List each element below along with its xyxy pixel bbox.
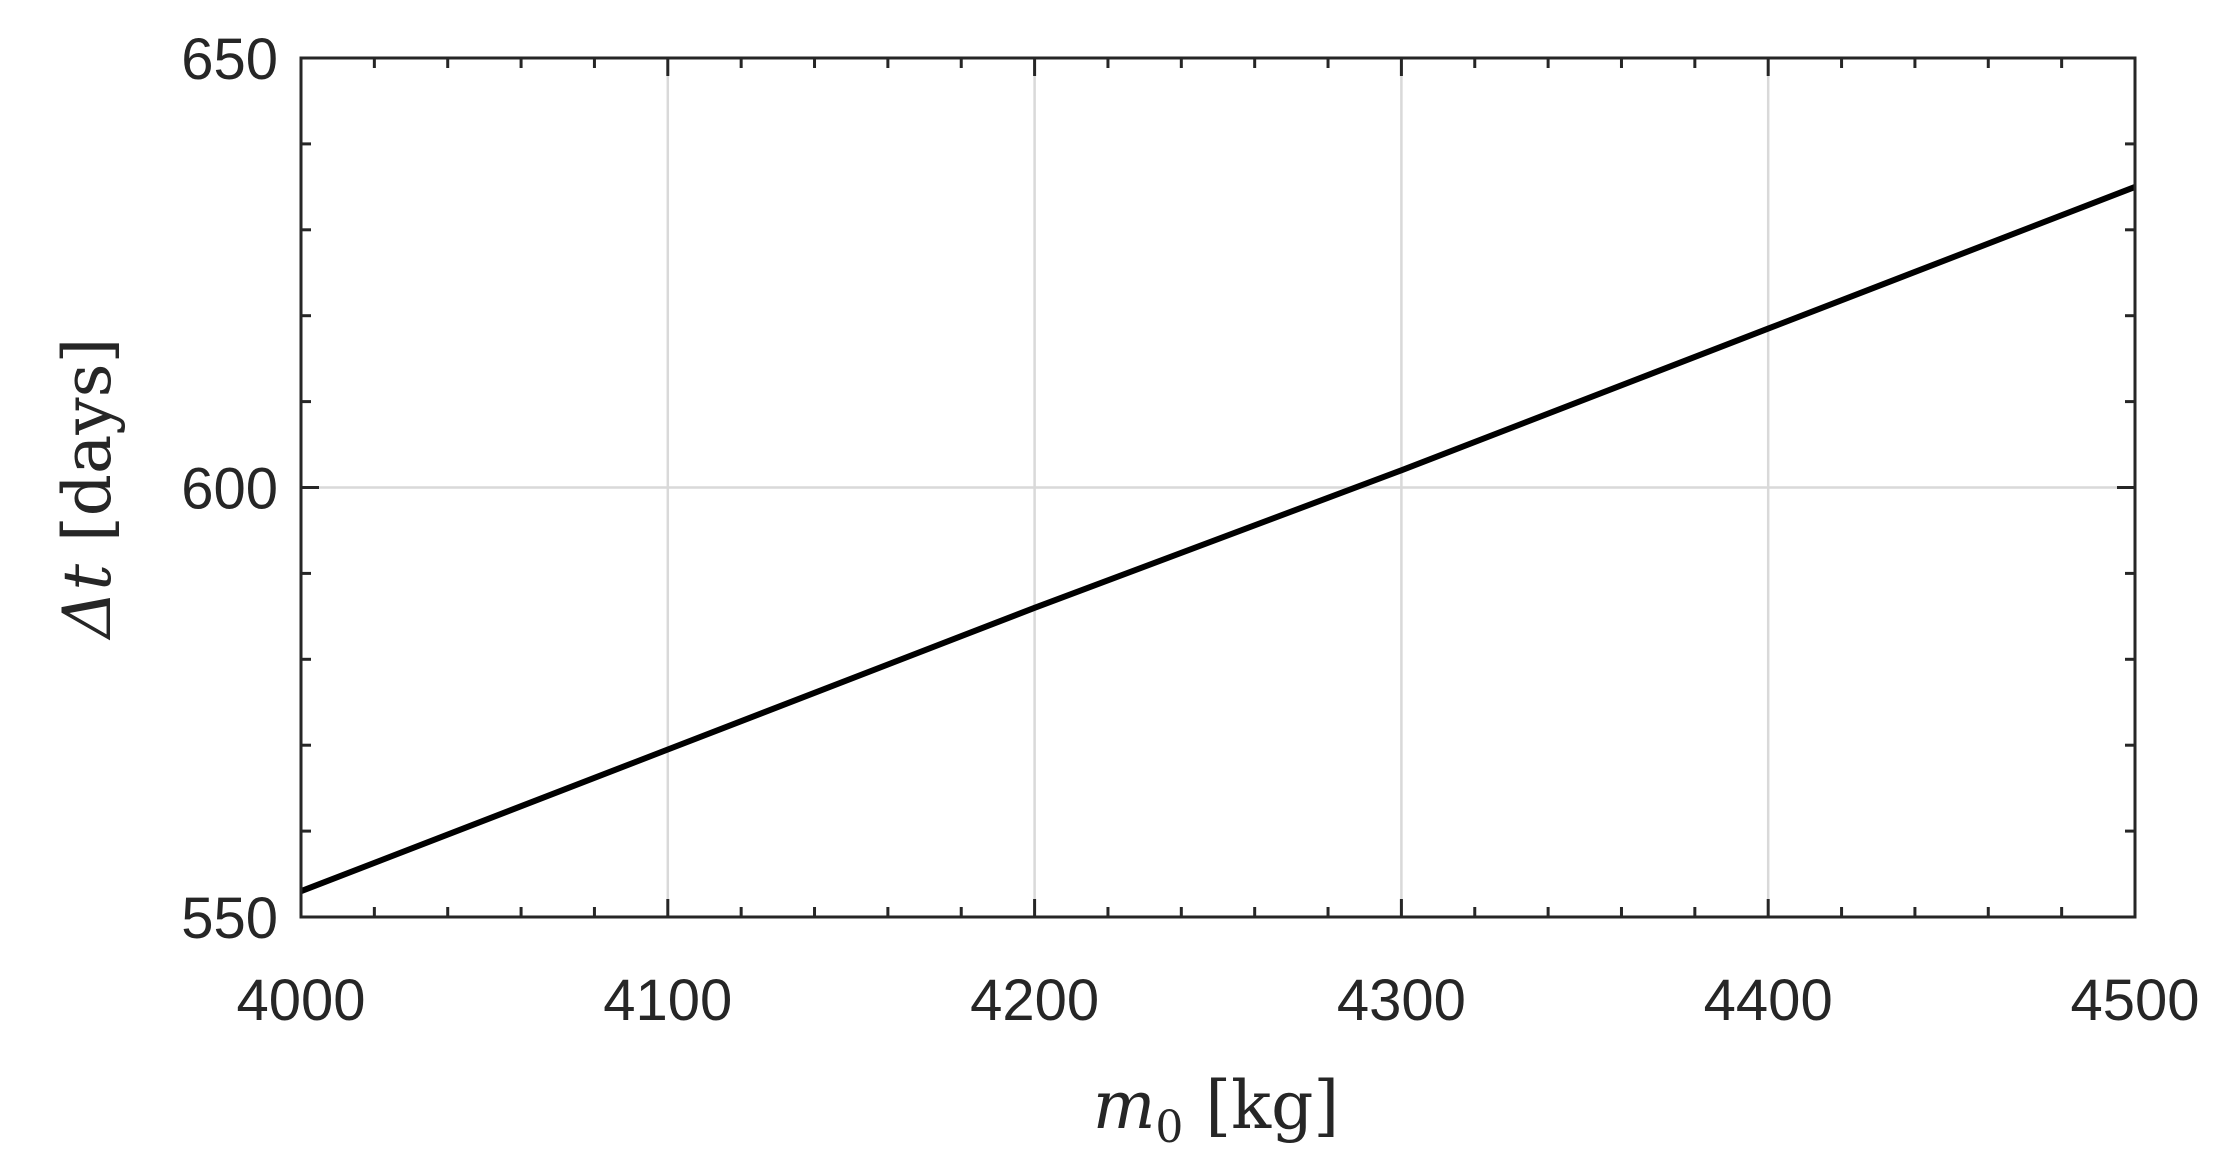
x-axis-label: m0 [kg] [1093,1067,1339,1153]
y-tick-label: 650 [181,27,278,92]
minor-ticks [301,58,2135,917]
x-axis-subscript: 0 [1155,1102,1183,1153]
x-tick-label: 4300 [1337,968,1466,1033]
plot-area-frame [299,56,2137,919]
grid-lines [301,58,2135,917]
x-tick-label: 4500 [2070,968,2199,1033]
series-line [299,184,2137,894]
series-layer [299,184,2137,894]
y-tick-labels: 550 600 650 [181,27,278,951]
x-tick-label: 4200 [970,968,1099,1033]
y-tick-label: 600 [181,457,278,522]
y-tick-label: 550 [181,886,278,951]
x-axis-unit: [kg] [1205,1067,1339,1144]
y-axis-symbol: Δt [49,564,126,642]
y-axis-label: Δt [days] [49,338,126,641]
x-axis-symbol: m [1093,1067,1156,1144]
x-tick-label: 4000 [236,968,365,1033]
x-tick-labels: 4000 4100 4200 4300 4400 4500 [236,968,2199,1033]
y-axis-unit: [days] [49,338,126,542]
x-tick-label: 4400 [1704,968,1833,1033]
x-tick-label: 4100 [603,968,732,1033]
